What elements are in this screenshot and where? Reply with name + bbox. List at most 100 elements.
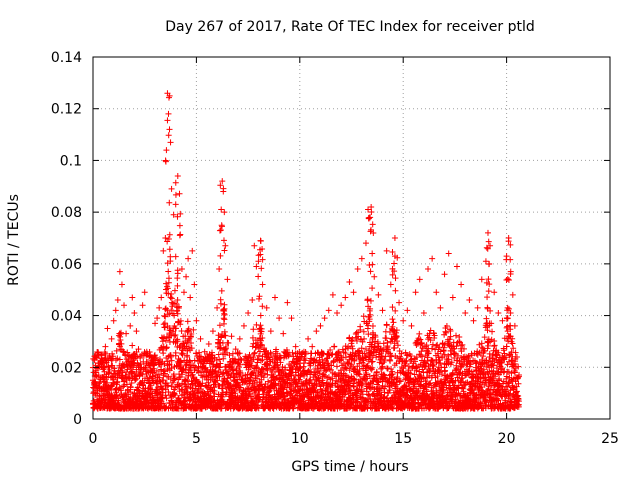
data-point (236, 381, 243, 388)
data-point (218, 287, 225, 294)
data-point (350, 289, 357, 296)
data-point (178, 266, 185, 273)
data-point (222, 343, 229, 350)
data-point (108, 335, 115, 342)
data-point (165, 110, 172, 117)
data-point (257, 237, 264, 244)
data-point (391, 235, 398, 241)
data-point (183, 385, 190, 392)
data-point (249, 297, 256, 304)
data-point (105, 370, 112, 377)
data-point (329, 291, 336, 298)
data-point (129, 342, 136, 349)
data-point (134, 384, 141, 391)
data-point (197, 335, 204, 342)
y-tick-label: 0.06 (51, 257, 82, 273)
data-point (182, 369, 189, 376)
data-point (102, 397, 109, 404)
data-point (147, 386, 154, 393)
data-point (171, 392, 178, 399)
data-point (168, 357, 175, 364)
data-point (220, 237, 227, 244)
plot-area (92, 56, 611, 420)
data-point (338, 302, 345, 309)
data-point (371, 273, 378, 280)
data-point (255, 273, 262, 280)
data-point (163, 280, 170, 287)
data-point (177, 231, 184, 238)
x-tick-label: 5 (192, 431, 201, 447)
data-point (216, 322, 223, 329)
data-point (158, 385, 165, 392)
data-point (366, 262, 373, 269)
data-point (166, 231, 173, 238)
y-tick-label: 0.02 (51, 360, 82, 376)
data-point (167, 139, 174, 146)
data-point (221, 247, 228, 254)
data-point (211, 384, 218, 391)
data-point (113, 379, 120, 386)
data-point (176, 222, 183, 229)
data-point (367, 297, 374, 304)
data-point (185, 255, 192, 262)
data-point (172, 201, 179, 208)
data-point (466, 297, 473, 304)
data-point (404, 307, 411, 314)
data-point (168, 383, 175, 390)
data-point (412, 289, 419, 296)
data-point (165, 132, 172, 139)
data-point (305, 335, 312, 342)
data-point (209, 358, 216, 365)
data-point (90, 355, 97, 362)
data-point (129, 369, 136, 376)
data-point (509, 291, 516, 298)
data-point (193, 317, 200, 324)
data-point (445, 250, 452, 257)
data-point (127, 322, 134, 329)
data-point (174, 297, 181, 304)
data-point (178, 386, 185, 393)
data-point (131, 309, 138, 316)
data-point (271, 294, 278, 301)
data-point (190, 326, 197, 333)
data-point (216, 345, 223, 352)
data-point (342, 294, 349, 301)
data-point (495, 309, 502, 316)
data-point (123, 381, 130, 388)
data-point (220, 355, 227, 362)
data-point (225, 340, 232, 347)
data-point (188, 331, 195, 338)
data-point (180, 289, 187, 296)
data-point (165, 389, 172, 396)
data-point (167, 294, 174, 301)
data-point (257, 312, 264, 319)
data-point (166, 246, 173, 253)
data-point (116, 268, 123, 275)
x-tick-label: 25 (601, 431, 619, 447)
data-point (117, 329, 124, 336)
data-point (209, 328, 216, 335)
data-point (221, 346, 228, 353)
data-point (168, 365, 175, 372)
data-point (214, 304, 221, 311)
data-point (191, 366, 198, 373)
data-point (131, 360, 138, 367)
data-point (171, 375, 178, 382)
data-point (177, 358, 184, 365)
data-point (212, 381, 219, 388)
data-point (193, 350, 200, 357)
data-point (257, 322, 264, 329)
data-point (249, 343, 256, 350)
data-point (139, 302, 146, 309)
data-point (478, 276, 485, 283)
data-point (189, 247, 196, 254)
data-point (161, 367, 168, 374)
data-point (224, 379, 231, 386)
data-point (129, 294, 136, 301)
data-point (171, 312, 178, 319)
data-point (173, 300, 180, 307)
data-point (166, 199, 173, 206)
data-point (219, 371, 226, 378)
data-point (137, 354, 144, 361)
data-point (118, 281, 125, 288)
